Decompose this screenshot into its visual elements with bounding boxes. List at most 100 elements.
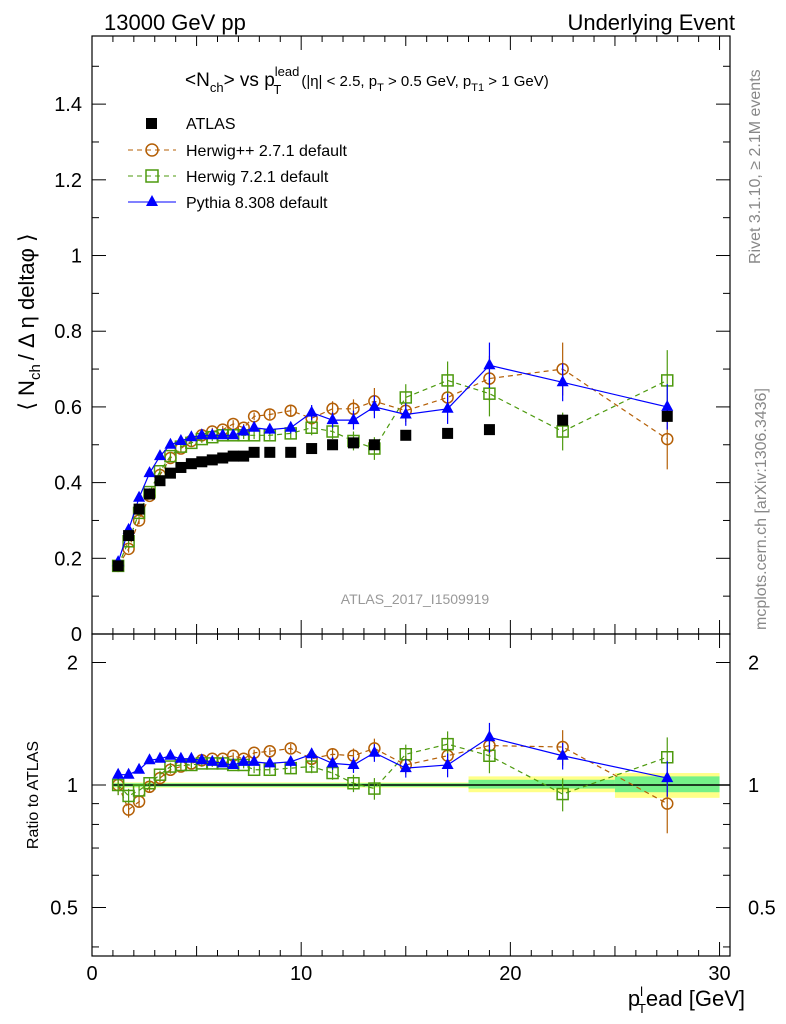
ratio-point-pythia-8-308-default: [216, 756, 229, 768]
ratio-point-herwig-7-2-1-default: [111, 778, 125, 792]
ratio-y-tick-label-right: 0.5: [748, 897, 776, 919]
band-green: [468, 779, 615, 789]
data-point-atlas: [483, 424, 495, 436]
ratio-point-pythia-8-308-default: [326, 756, 339, 768]
legend-marker-pythia: [146, 195, 158, 206]
y-tick-label: 0: [71, 624, 82, 646]
data-point-pythia-8-308-default: [206, 428, 219, 440]
data-point-pythia-8-308-default: [368, 399, 381, 411]
data-point-pythia-8-308-default: [185, 430, 198, 442]
ratio-point-pythia-8-308-default: [143, 753, 156, 765]
data-point-pythia-8-308-default: [133, 490, 146, 502]
data-point-atlas: [227, 450, 239, 462]
legend-label-herwig7: Herwig 7.2.1 default: [186, 169, 329, 186]
x-tick-label: 0: [86, 963, 97, 985]
ratio-point-herwig-7-2-1-default: [153, 768, 167, 781]
y-tick-label: 1.4: [54, 94, 82, 116]
data-point-atlas: [123, 530, 135, 542]
ratio-point-herwig-2-7-1-default: [122, 803, 135, 816]
data-point-atlas: [112, 560, 124, 572]
data-point-atlas: [285, 446, 297, 458]
data-point-herwig-2-7-1-default: [263, 408, 277, 421]
data-point-pythia-8-308-default: [483, 358, 496, 370]
ratio-point-pythia-8-308-default: [284, 754, 297, 766]
rivet-label: Rivet 3.1.10, ≥ 2.1M events: [747, 69, 764, 264]
ratio-y-tick-label: 1: [67, 775, 78, 797]
data-point-pythia-8-308-default: [556, 375, 569, 387]
data-point-pythia-8-308-default: [661, 399, 674, 411]
y-tick-label: 1.2: [54, 170, 82, 192]
ratio-point-pythia-8-308-default: [185, 751, 198, 763]
y-tick-label: 0.6: [54, 397, 82, 419]
ratio-point-pythia-8-308-default: [122, 767, 135, 779]
y-tick-label: 1: [71, 246, 82, 268]
data-point-atlas: [661, 410, 673, 422]
ratio-y-tick-label-right: 2: [748, 653, 759, 675]
data-point-herwig-7-2-1-default: [305, 421, 318, 434]
data-point-atlas: [217, 452, 229, 464]
legend-marker-herwig7: [145, 169, 159, 183]
ratio-point-herwig-7-2-1-default: [441, 737, 454, 751]
data-point-pythia-8-308-default: [441, 401, 454, 413]
ratio-point-pythia-8-308-default: [206, 754, 219, 766]
uncertainty-band: [112, 773, 730, 798]
data-point-atlas: [347, 437, 359, 449]
legend-label-pythia: Pythia 8.308 default: [186, 195, 328, 212]
data-point-atlas: [164, 467, 176, 479]
analysis-tag: ATLAS_2017_I1509919: [341, 591, 490, 607]
data-layer: [111, 342, 674, 834]
header-left: 13000 GeV pp: [104, 10, 246, 35]
data-point-atlas: [206, 454, 218, 466]
data-point-atlas: [306, 443, 318, 455]
ratio-point-herwig-7-2-1-default: [132, 784, 146, 797]
ratio-y-axis-label: Ratio to ATLAS: [25, 741, 42, 849]
data-point-atlas: [264, 446, 276, 458]
data-point-atlas: [442, 427, 454, 439]
data-point-pythia-8-308-default: [305, 405, 318, 417]
ratio-point-pythia-8-308-default: [174, 751, 187, 763]
x-tick-label: 30: [708, 963, 730, 985]
data-point-herwig-7-2-1-default: [483, 387, 496, 400]
ratio-point-herwig-7-2-1-default: [143, 776, 156, 790]
ratio-point-pythia-8-308-default: [305, 747, 318, 759]
ratio-point-pythia-8-308-default: [237, 754, 250, 766]
data-point-atlas: [154, 475, 166, 487]
series-line-herwig-7-2-1-default: [117, 379, 668, 567]
series-line-herwig-2-7-1-default: [117, 368, 668, 567]
y-axis-label: ⟨ Nch/ Δ η deltaφ ⟩: [14, 233, 44, 410]
ratio-point-pythia-8-308-default: [661, 771, 674, 783]
data-point-atlas: [327, 439, 339, 451]
data-point-atlas: [133, 503, 145, 515]
ratio-point-pythia-8-308-default: [227, 757, 240, 769]
data-point-pythia-8-308-default: [399, 407, 412, 419]
x-tick-label: 20: [499, 963, 521, 985]
y-tick-label: 0.2: [54, 548, 82, 570]
ratio-point-pythia-8-308-default: [112, 767, 125, 779]
ratio-point-pythia-8-308-default: [368, 745, 381, 757]
x-axis-label: pl Tead [GeV]: [628, 984, 745, 1016]
legend-label-herwigpp: Herwig++ 2.7.1 default: [186, 143, 348, 160]
legend-marker-atlas: [146, 118, 157, 129]
data-point-pythia-8-308-default: [164, 437, 177, 449]
data-point-atlas: [196, 456, 208, 468]
ratio-point-herwig-2-7-1-default: [660, 797, 674, 810]
y-tick-label: 0.4: [54, 473, 82, 495]
ratio-point-pythia-8-308-default: [153, 751, 166, 763]
data-point-pythia-8-308-default: [216, 428, 229, 440]
data-point-herwig-2-7-1-default: [660, 432, 674, 446]
ratio-point-herwig-7-2-1-default: [368, 782, 381, 795]
data-point-pythia-8-308-default: [326, 413, 339, 425]
x-tick-label: 10: [290, 963, 312, 985]
header-right: Underlying Event: [567, 10, 735, 35]
data-point-atlas: [144, 488, 156, 500]
legend-label-atlas: ATLAS: [186, 116, 236, 133]
ratio-point-pythia-8-308-default: [195, 753, 208, 765]
data-point-herwig-7-2-1-default: [399, 391, 413, 404]
data-point-atlas: [248, 446, 260, 458]
ratio-point-pythia-8-308-default: [556, 748, 569, 760]
ratio-point-herwig-2-7-1-default: [284, 742, 297, 755]
axes-layer: 0 10 20 30 0.2 0.4 0.6 0.8 1 1.2 1.4 0 0.5 0.5 1 1 2 2: [50, 36, 776, 985]
data-point-herwig-7-2-1-default: [556, 425, 569, 438]
ratio-point-pythia-8-308-default: [483, 730, 496, 742]
